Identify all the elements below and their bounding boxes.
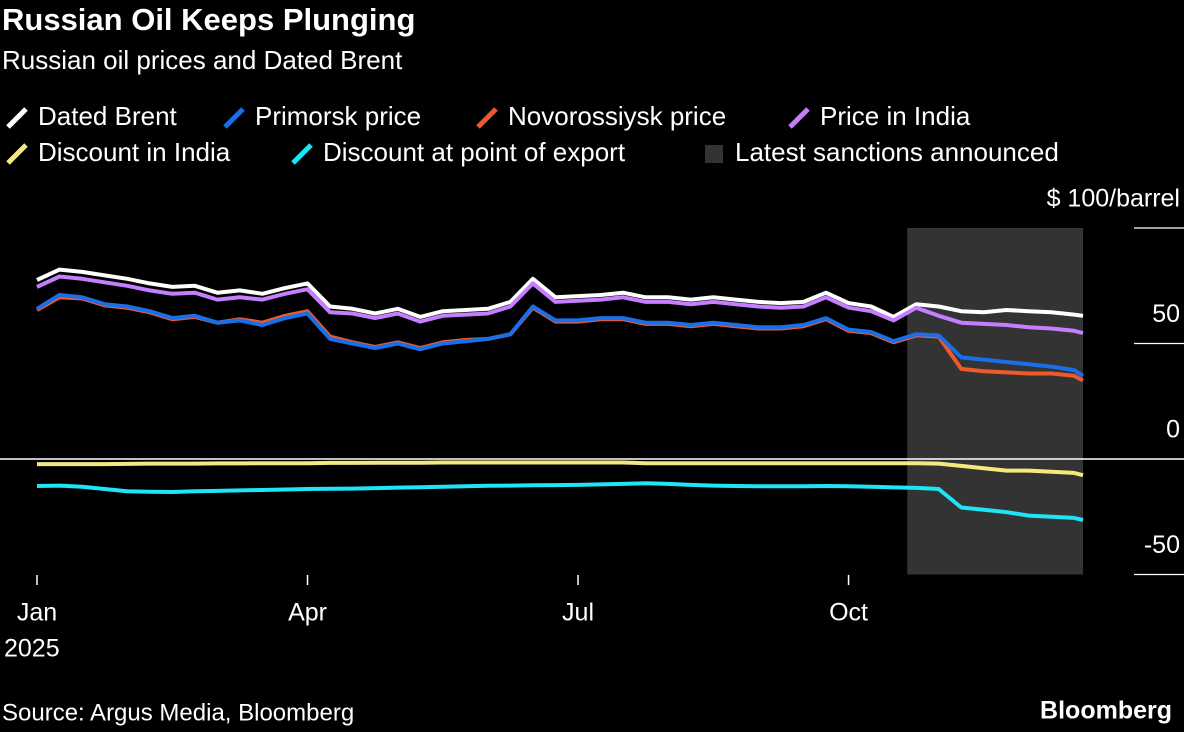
legend-swatch (291, 143, 313, 165)
source: Source: Argus Media, Bloomberg (2, 699, 354, 726)
legend-label: Novorossiysk price (508, 101, 726, 131)
legend-label: Primorsk price (255, 101, 421, 131)
legend-label: Price in India (820, 101, 971, 131)
y-tick-label: 50 (1152, 300, 1180, 328)
y-tick-label: 0 (1166, 416, 1180, 444)
legend-label: Latest sanctions announced (735, 137, 1059, 167)
x-tick-label: Jan (17, 599, 57, 627)
series-line (36, 267, 1084, 319)
brand: Bloomberg (1040, 697, 1172, 725)
legend-swatch (705, 145, 723, 163)
x-tick-label: Jul (562, 599, 594, 627)
legend-swatch (788, 107, 810, 129)
legend-swatch (6, 107, 28, 129)
x-tick-label: Apr (288, 599, 327, 627)
legend-label: Dated Brent (38, 101, 178, 131)
legend-swatch (6, 143, 28, 165)
x-year-label: 2025 (4, 635, 60, 663)
legend-swatch (476, 107, 498, 129)
series-line (35, 293, 1085, 378)
y-tick-label: -50 (1144, 531, 1180, 559)
legend-swatch (223, 107, 245, 129)
shaded-region (907, 228, 1083, 575)
legend-label: Discount at point of export (323, 137, 626, 167)
y-tick-label: $ 100/barrel (1047, 185, 1180, 213)
series-line (36, 274, 1084, 336)
x-tick-label: Oct (829, 599, 868, 627)
series-line (36, 481, 1084, 522)
chart-subtitle: Russian oil prices and Dated Brent (2, 45, 403, 75)
series-line (37, 460, 1084, 478)
legend-label: Discount in India (38, 137, 231, 167)
chart-title: Russian Oil Keeps Plunging (2, 2, 415, 37)
